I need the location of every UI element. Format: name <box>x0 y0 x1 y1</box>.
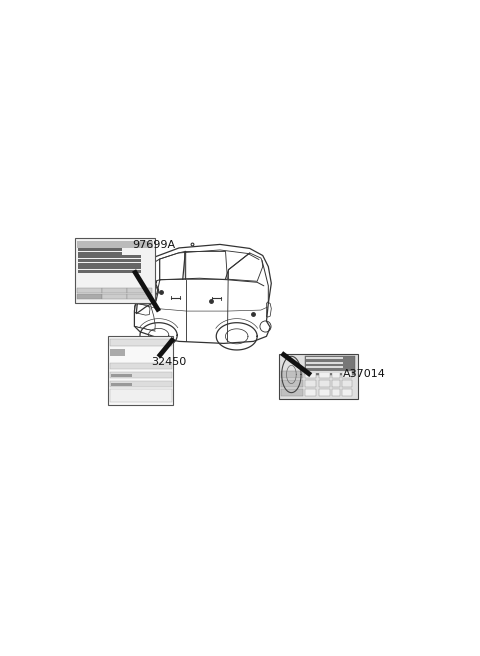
Text: 32450: 32450 <box>151 357 186 367</box>
Bar <box>102 295 127 299</box>
Bar <box>279 354 358 400</box>
Bar <box>306 357 344 359</box>
Text: A37014: A37014 <box>343 369 385 379</box>
Bar <box>319 371 330 379</box>
Bar <box>110 350 125 356</box>
Bar <box>281 390 303 396</box>
Bar <box>78 263 141 266</box>
Bar <box>332 371 340 379</box>
Bar <box>128 295 152 299</box>
Bar <box>78 266 141 270</box>
Bar <box>78 259 141 262</box>
Bar <box>102 289 127 293</box>
Bar <box>306 367 344 369</box>
Text: 97699A: 97699A <box>132 241 176 251</box>
Bar <box>306 371 344 373</box>
Bar <box>111 383 132 386</box>
Bar <box>78 248 122 251</box>
Bar <box>342 371 352 379</box>
Bar <box>306 361 344 364</box>
Bar <box>78 252 122 255</box>
Bar <box>342 380 352 387</box>
Bar <box>281 380 303 387</box>
Bar <box>332 380 340 387</box>
Bar <box>111 374 132 377</box>
Bar <box>281 371 303 379</box>
Bar <box>75 238 155 304</box>
Bar <box>110 380 172 387</box>
Bar <box>319 380 330 387</box>
Bar <box>78 270 141 273</box>
Bar <box>110 389 172 402</box>
Bar <box>305 371 316 379</box>
Bar <box>319 390 330 396</box>
Bar <box>77 241 153 248</box>
Bar <box>342 390 352 396</box>
Bar <box>110 363 172 369</box>
Bar <box>108 337 173 405</box>
Bar <box>305 390 316 396</box>
Bar <box>305 356 355 375</box>
Bar <box>332 390 340 396</box>
Bar <box>78 255 141 258</box>
Bar <box>110 372 172 378</box>
Bar <box>77 289 102 293</box>
Bar <box>305 380 316 387</box>
Bar <box>110 339 172 346</box>
Bar <box>128 289 152 293</box>
Bar <box>77 295 102 299</box>
